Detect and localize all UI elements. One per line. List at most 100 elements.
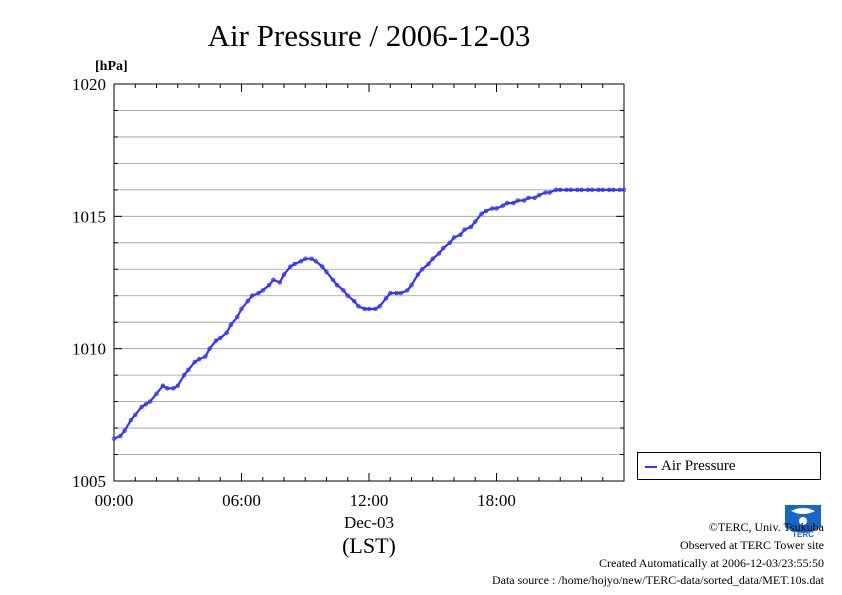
data-point <box>568 187 574 193</box>
data-point <box>266 282 272 288</box>
data-point <box>394 290 399 296</box>
data-point <box>181 372 187 378</box>
data-point <box>504 200 510 206</box>
data-point <box>133 412 138 418</box>
data-point <box>436 251 442 256</box>
data-point <box>462 227 467 232</box>
data-point <box>479 211 484 216</box>
x-tick-label: 18:00 <box>477 491 516 510</box>
data-point <box>239 306 244 312</box>
x-tick-label: 12:00 <box>350 491 389 510</box>
data-point <box>277 280 282 285</box>
data-point <box>218 335 223 341</box>
series-line-air-pressure <box>113 188 624 440</box>
data-point <box>213 338 219 343</box>
data-point <box>553 187 559 193</box>
data-point <box>345 293 350 298</box>
data-point <box>526 195 531 201</box>
data-point <box>324 269 329 275</box>
data-point <box>511 200 516 206</box>
data-point <box>260 288 265 293</box>
data-point <box>303 256 308 261</box>
data-point <box>362 306 367 312</box>
data-point <box>468 224 474 230</box>
data-point <box>143 402 149 407</box>
data-point <box>320 264 325 269</box>
data-point <box>547 190 552 195</box>
data-point <box>564 187 569 193</box>
data-point <box>490 206 495 211</box>
x-tick-label: 06:00 <box>222 491 261 510</box>
data-point <box>160 383 166 388</box>
data-point <box>154 391 159 396</box>
data-point <box>606 187 612 193</box>
data-point <box>147 399 153 404</box>
y-tick-label: 1020 <box>72 75 106 94</box>
x-tick-labels: 00:00 06:00 12:00 18:00 <box>95 491 516 510</box>
x-axis-label: (LST) <box>342 533 396 558</box>
y-tick-labels: 1005 1010 1015 1020 <box>72 75 106 491</box>
data-point <box>171 386 176 391</box>
data-point <box>118 433 123 439</box>
data-point <box>186 367 191 373</box>
data-point <box>122 428 127 433</box>
data-point <box>521 198 527 203</box>
data-point <box>458 232 463 238</box>
grid-lines <box>114 110 624 455</box>
data-point <box>192 359 197 365</box>
data-point <box>351 298 357 304</box>
data-point <box>249 293 255 298</box>
data-point <box>415 272 421 277</box>
data-point <box>256 290 261 296</box>
data-point <box>398 290 404 296</box>
data-point <box>341 288 346 293</box>
data-point <box>271 277 276 283</box>
data-point <box>377 304 382 309</box>
data-point <box>313 259 319 264</box>
data-point <box>175 383 180 388</box>
data-point <box>430 256 435 261</box>
data-point <box>309 256 314 261</box>
data-point <box>292 261 297 267</box>
data-point <box>139 404 144 410</box>
axis-ticks <box>113 83 625 482</box>
data-point <box>589 187 595 193</box>
series-points <box>111 187 627 441</box>
footer-created: Created Automatically at 2006-12-03/23:5… <box>599 556 824 570</box>
data-point <box>366 306 372 312</box>
data-point <box>543 190 548 195</box>
x-axis-date-label: Dec-03 <box>344 513 394 532</box>
data-point <box>426 261 431 267</box>
data-point <box>532 195 537 201</box>
plot-frame <box>113 83 625 482</box>
data-point <box>196 357 202 362</box>
data-point <box>409 282 414 288</box>
data-point <box>235 314 240 320</box>
legend-label: Air Pressure <box>661 458 736 474</box>
footer-source: Data source : /home/hojyo/new/TERC-data/… <box>491 573 824 587</box>
data-point <box>441 245 446 251</box>
y-tick-label: 1010 <box>72 340 106 359</box>
data-point <box>494 206 499 211</box>
data-point <box>164 386 170 391</box>
data-point <box>611 187 616 193</box>
legend: Air Pressure <box>637 452 821 480</box>
data-point <box>500 203 506 208</box>
data-point <box>207 346 212 351</box>
data-point <box>373 306 378 312</box>
chart-title: Air Pressure / 2006-12-03 <box>208 18 531 53</box>
data-point <box>111 436 117 441</box>
legend-swatch <box>645 466 657 468</box>
footer-observed: Observed at TERC Tower site <box>679 538 824 552</box>
data-point <box>281 272 287 277</box>
data-point <box>600 187 605 193</box>
data-point <box>419 267 425 272</box>
data-point <box>515 198 520 203</box>
y-tick-label: 1015 <box>72 207 106 226</box>
data-point <box>334 282 340 288</box>
svg-text:TERC: TERC <box>792 530 814 539</box>
data-point <box>224 330 229 335</box>
data-point <box>388 290 393 296</box>
data-point <box>128 417 134 423</box>
